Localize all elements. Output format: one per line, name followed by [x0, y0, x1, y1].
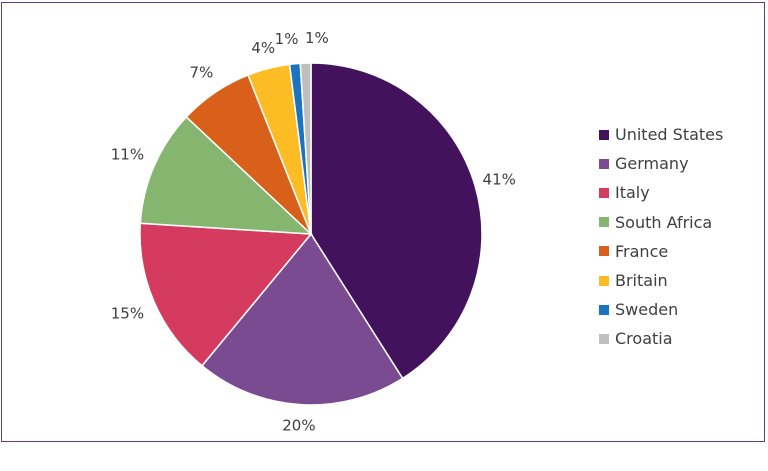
data-label: 7% — [189, 64, 213, 82]
legend-swatch — [599, 246, 609, 257]
legend-item: Italy — [599, 178, 723, 207]
legend-item: Croatia — [599, 324, 723, 353]
legend-label: France — [615, 241, 669, 261]
pie-slice-united-states — [310, 62, 483, 380]
pie-slice-croatia — [299, 62, 312, 235]
data-label: 1% — [275, 30, 299, 48]
legend-item: France — [599, 237, 723, 266]
legend-swatch — [599, 275, 609, 286]
legend-item: United States — [599, 120, 723, 149]
data-label: 4% — [251, 39, 275, 57]
legend-item: Britain — [599, 266, 723, 295]
legend-label: South Africa — [615, 212, 713, 232]
legend-label: Italy — [615, 183, 650, 203]
data-label: 11% — [111, 146, 144, 164]
legend-label: Sweden — [615, 300, 679, 320]
pie-slice-italy — [139, 222, 313, 367]
legend-swatch — [599, 158, 609, 169]
legend-swatch — [599, 187, 609, 198]
legend: United States Germany Italy South Africa Fra… — [599, 120, 723, 354]
legend-swatch — [599, 217, 609, 228]
data-label: 15% — [111, 304, 144, 322]
legend-item: Sweden — [599, 295, 723, 324]
data-label: 41% — [483, 170, 516, 188]
legend-label: United States — [615, 125, 724, 145]
legend-item: Germany — [599, 149, 723, 178]
legend-swatch — [599, 333, 609, 344]
chart-frame — [1, 2, 765, 442]
legend-swatch — [599, 129, 609, 140]
legend-label: Croatia — [615, 329, 673, 349]
pie-slice-germany — [200, 232, 404, 406]
legend-label: Germany — [615, 154, 689, 174]
data-label: 1% — [305, 29, 329, 47]
pie-slice-south-africa — [139, 115, 314, 235]
legend-label: Britain — [615, 271, 668, 291]
legend-swatch — [599, 304, 609, 315]
data-label: 20% — [282, 417, 315, 435]
legend-item: South Africa — [599, 208, 723, 237]
